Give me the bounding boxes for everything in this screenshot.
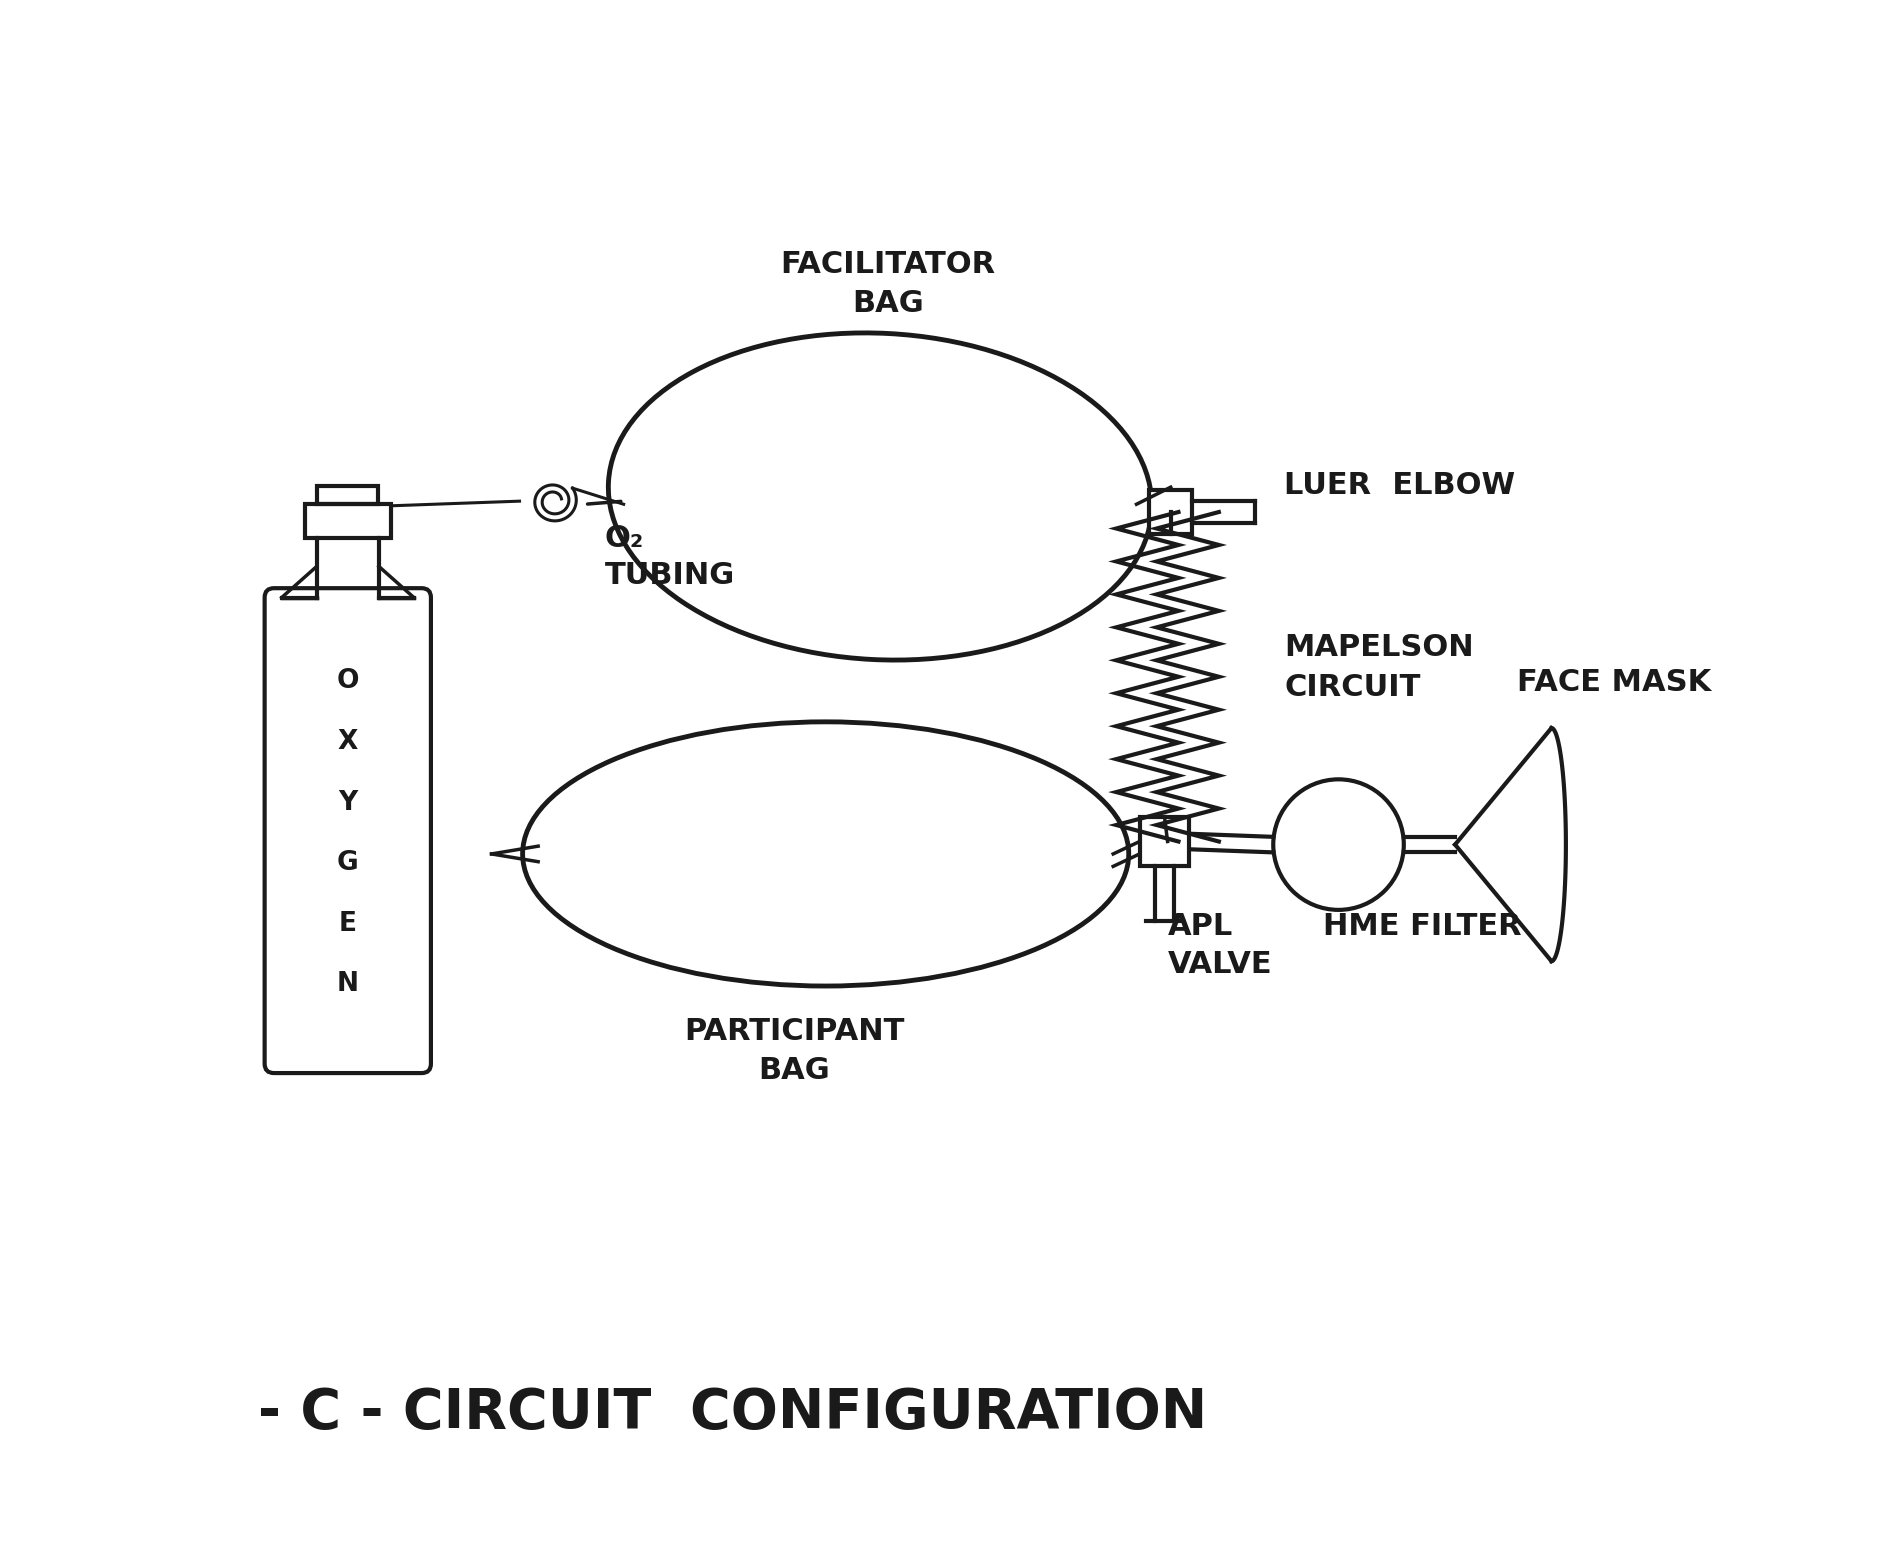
Text: APL: APL xyxy=(1168,913,1233,941)
Text: BAG: BAG xyxy=(851,289,923,318)
Text: Y: Y xyxy=(338,790,357,815)
Text: CIRCUIT: CIRCUIT xyxy=(1284,673,1421,702)
Text: TUBING: TUBING xyxy=(604,561,735,590)
Bar xyxy=(1140,817,1189,867)
Text: O: O xyxy=(336,668,359,695)
Text: PARTICIPANT: PARTICIPANT xyxy=(684,1018,904,1046)
Text: - C - CIRCUIT  CONFIGURATION: - C - CIRCUIT CONFIGURATION xyxy=(258,1386,1208,1441)
Text: HME FILTER: HME FILTER xyxy=(1322,913,1522,941)
Bar xyxy=(1150,491,1193,533)
Text: LUER  ELBOW: LUER ELBOW xyxy=(1284,470,1516,500)
Text: N: N xyxy=(336,972,359,997)
Bar xyxy=(317,486,378,505)
Bar xyxy=(306,505,391,538)
Text: FACE MASK: FACE MASK xyxy=(1518,668,1712,698)
Text: MAPELSON: MAPELSON xyxy=(1284,633,1474,662)
Text: BAG: BAG xyxy=(758,1055,830,1085)
Text: FACILITATOR: FACILITATOR xyxy=(781,249,996,279)
Text: G: G xyxy=(336,850,359,877)
Text: O₂: O₂ xyxy=(604,524,644,554)
Text: VALVE: VALVE xyxy=(1168,950,1273,978)
Text: X: X xyxy=(338,729,357,756)
Text: E: E xyxy=(338,911,357,936)
